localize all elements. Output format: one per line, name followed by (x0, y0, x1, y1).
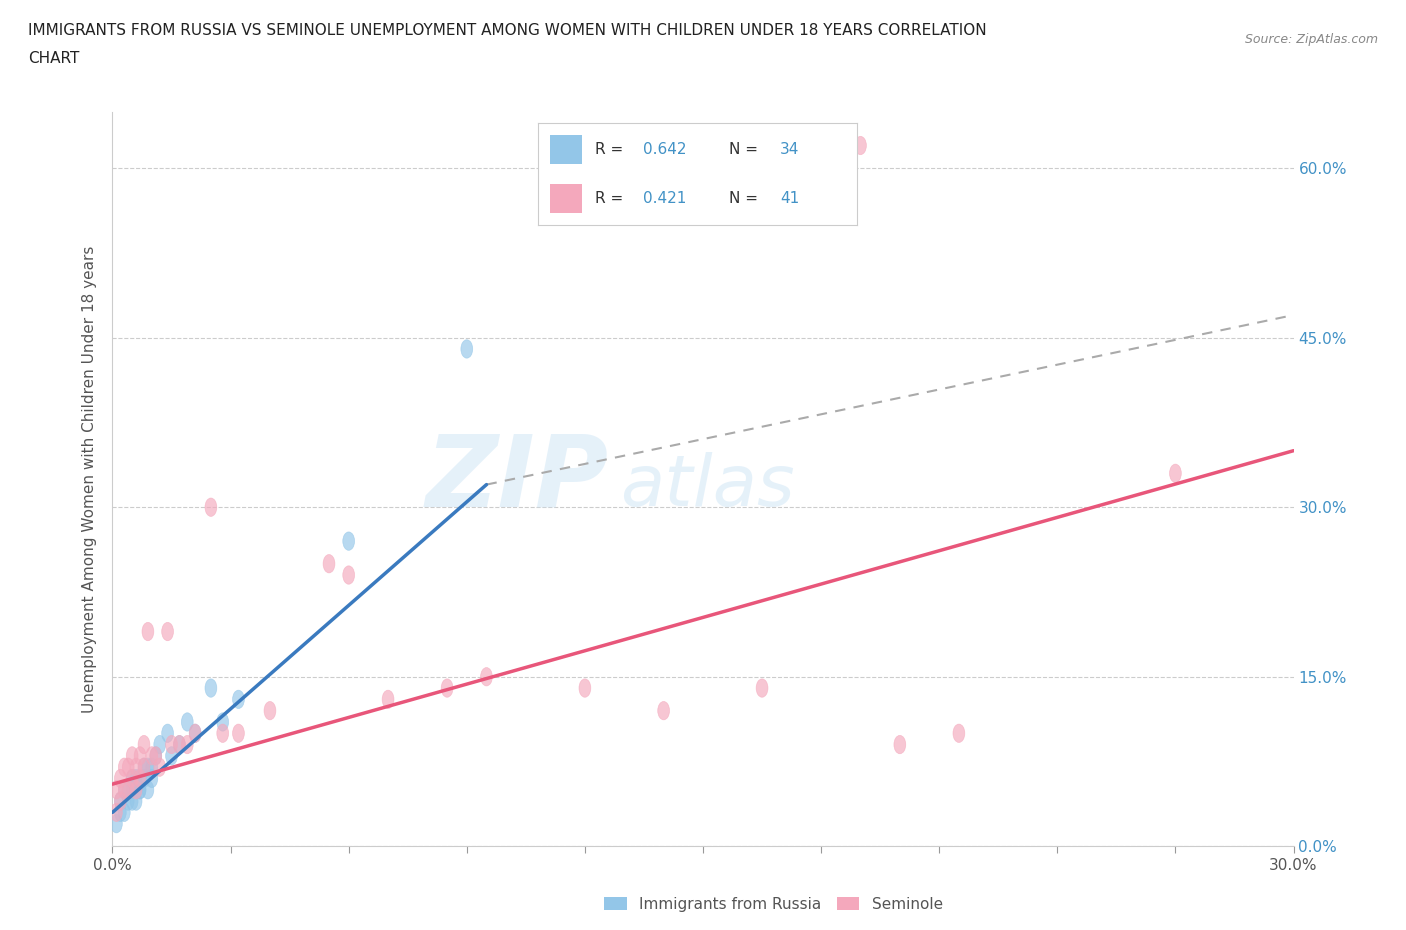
Ellipse shape (153, 758, 166, 777)
Ellipse shape (134, 747, 146, 765)
Ellipse shape (190, 724, 201, 742)
Ellipse shape (127, 792, 138, 810)
Text: atlas: atlas (620, 452, 794, 521)
Ellipse shape (131, 792, 142, 810)
Text: IMMIGRANTS FROM RUSSIA VS SEMINOLE UNEMPLOYMENT AMONG WOMEN WITH CHILDREN UNDER : IMMIGRANTS FROM RUSSIA VS SEMINOLE UNEMP… (28, 23, 987, 38)
Ellipse shape (114, 804, 127, 821)
Ellipse shape (343, 532, 354, 551)
Ellipse shape (1170, 464, 1181, 483)
Ellipse shape (217, 712, 229, 731)
Ellipse shape (131, 769, 142, 788)
Ellipse shape (127, 769, 138, 788)
Ellipse shape (953, 724, 965, 742)
Ellipse shape (134, 769, 146, 788)
Ellipse shape (127, 780, 138, 799)
Ellipse shape (114, 792, 127, 810)
Ellipse shape (131, 780, 142, 799)
Ellipse shape (138, 736, 150, 753)
Ellipse shape (264, 701, 276, 720)
Ellipse shape (382, 690, 394, 709)
Ellipse shape (142, 758, 153, 777)
Ellipse shape (232, 690, 245, 709)
Ellipse shape (146, 758, 157, 777)
Ellipse shape (232, 724, 245, 742)
Ellipse shape (131, 780, 142, 799)
Text: CHART: CHART (28, 51, 80, 66)
Ellipse shape (134, 769, 146, 788)
Ellipse shape (217, 724, 229, 742)
Y-axis label: Unemployment Among Women with Children Under 18 years: Unemployment Among Women with Children U… (82, 246, 97, 712)
Ellipse shape (114, 769, 127, 788)
Ellipse shape (111, 780, 122, 799)
Ellipse shape (118, 780, 131, 799)
Ellipse shape (150, 747, 162, 765)
Ellipse shape (114, 792, 127, 810)
Ellipse shape (111, 804, 122, 821)
Ellipse shape (756, 679, 768, 698)
Ellipse shape (118, 758, 131, 777)
Ellipse shape (118, 804, 131, 821)
Ellipse shape (162, 724, 173, 742)
Ellipse shape (166, 736, 177, 753)
Legend: Immigrants from Russia, Seminole: Immigrants from Russia, Seminole (598, 890, 949, 918)
Ellipse shape (461, 339, 472, 358)
Ellipse shape (173, 736, 186, 753)
Ellipse shape (134, 780, 146, 799)
Ellipse shape (134, 780, 146, 799)
Ellipse shape (150, 747, 162, 765)
Ellipse shape (441, 679, 453, 698)
Ellipse shape (142, 622, 153, 641)
Ellipse shape (658, 701, 669, 720)
Ellipse shape (162, 622, 173, 641)
Ellipse shape (323, 554, 335, 573)
Ellipse shape (122, 792, 134, 810)
Ellipse shape (173, 736, 186, 753)
Ellipse shape (122, 758, 134, 777)
Ellipse shape (131, 758, 142, 777)
Ellipse shape (343, 565, 354, 584)
Ellipse shape (146, 747, 157, 765)
Ellipse shape (138, 758, 150, 777)
Ellipse shape (181, 736, 193, 753)
Ellipse shape (153, 736, 166, 753)
Ellipse shape (579, 679, 591, 698)
Ellipse shape (111, 815, 122, 833)
Text: ZIP: ZIP (426, 431, 609, 527)
Ellipse shape (142, 780, 153, 799)
Ellipse shape (146, 769, 157, 788)
Ellipse shape (127, 769, 138, 788)
Ellipse shape (481, 668, 492, 686)
Text: Source: ZipAtlas.com: Source: ZipAtlas.com (1244, 33, 1378, 46)
Ellipse shape (122, 780, 134, 799)
Ellipse shape (205, 679, 217, 698)
Ellipse shape (205, 498, 217, 516)
Ellipse shape (138, 758, 150, 777)
Ellipse shape (855, 137, 866, 154)
Ellipse shape (118, 780, 131, 799)
Ellipse shape (166, 747, 177, 765)
Ellipse shape (127, 747, 138, 765)
Ellipse shape (122, 780, 134, 799)
Ellipse shape (181, 712, 193, 731)
Ellipse shape (138, 769, 150, 788)
Ellipse shape (190, 724, 201, 742)
Ellipse shape (894, 736, 905, 753)
